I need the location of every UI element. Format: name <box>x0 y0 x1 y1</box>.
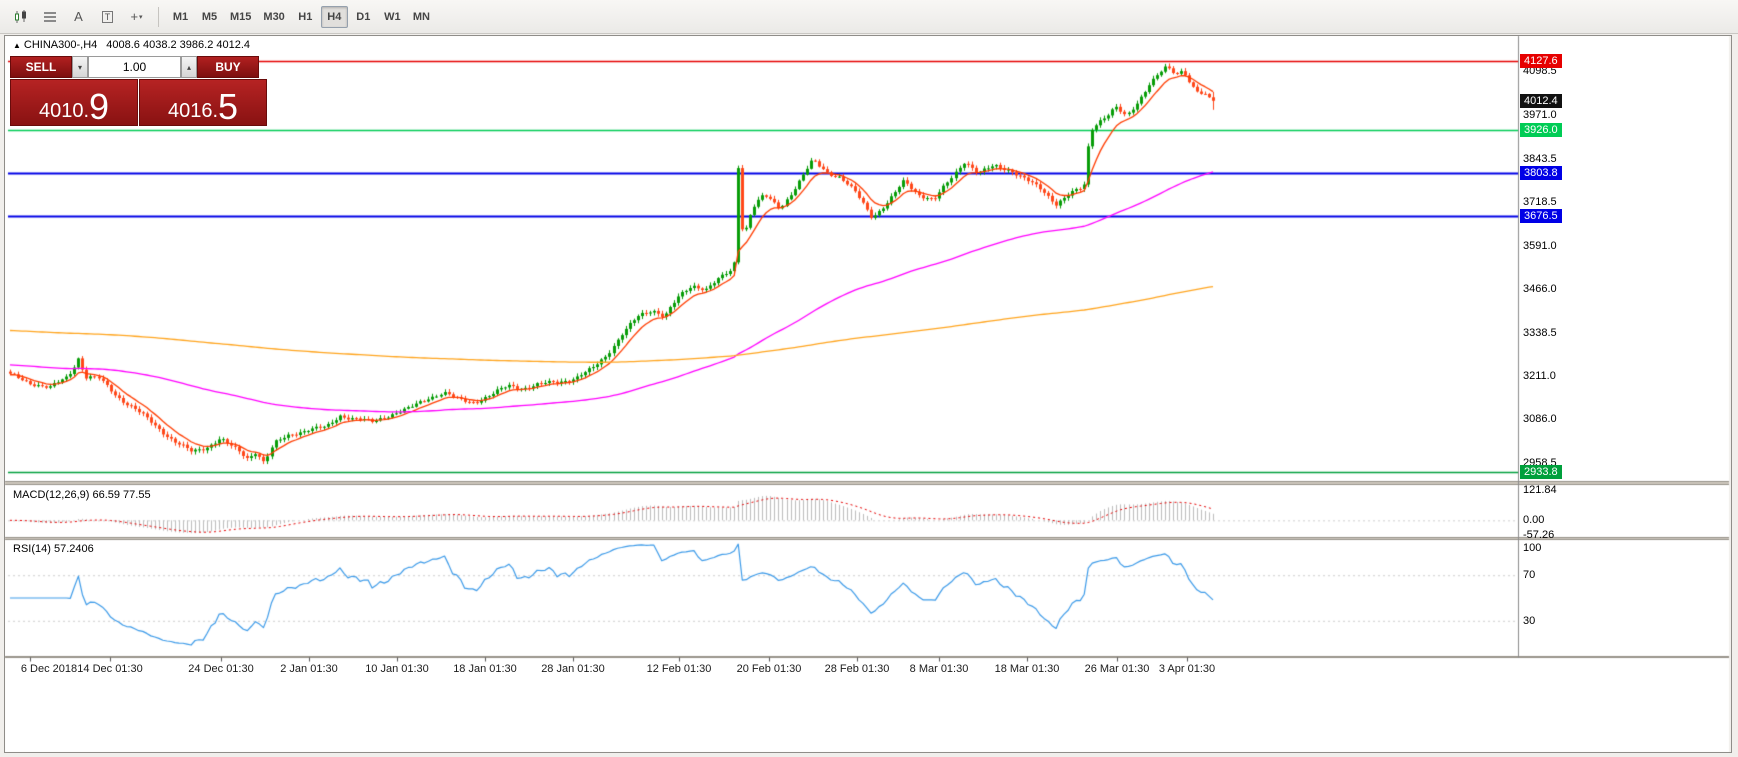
sell-price-button[interactable]: 4010. 9 <box>10 79 138 126</box>
time-axis-label: 20 Feb 01:30 <box>736 663 802 675</box>
price-tick-label: 3338.5 <box>1523 326 1557 339</box>
rsi-scale-tick: 30 <box>1523 614 1536 627</box>
price-tick-label: 3843.5 <box>1523 152 1557 165</box>
text-label-icon[interactable]: A <box>65 5 92 29</box>
toolbar-separator <box>158 6 159 27</box>
chart-header: ▲ CHINA300-,H4 4008.6 4038.2 3986.2 4012… <box>13 39 250 51</box>
trade-panel-top-row: SELL ▾ ▴ BUY <box>10 56 267 78</box>
volume-decrease-button[interactable]: ▾ <box>72 56 88 78</box>
macd-scale-tick: -57.26 <box>1523 529 1555 541</box>
timeframe-H1[interactable]: H1 <box>292 6 319 28</box>
volume-input[interactable] <box>88 56 181 78</box>
price-tick-label: 3718.5 <box>1523 195 1557 208</box>
time-axis-label: 28 Jan 01:30 <box>541 663 605 675</box>
price-tick-label: 3971.0 <box>1523 109 1557 122</box>
time-axis-label: 3 Apr 01:30 <box>1158 663 1216 675</box>
buy-price-button[interactable]: 4016. 5 <box>139 79 267 126</box>
lines-glyph <box>43 11 56 22</box>
timeframe-M15[interactable]: M15 <box>225 6 256 28</box>
timeframe-W1[interactable]: W1 <box>379 6 406 28</box>
timeframe-MN[interactable]: MN <box>408 6 435 28</box>
sell-price-big-digit: 9 <box>89 86 110 128</box>
trade-panel-price-row: 4010. 9 4016. 5 <box>10 79 267 126</box>
top-toolbar: A T + ▾ M1 M5 M15 M30 H1 H4 D1 W1 MN <box>0 0 1738 34</box>
hline-price-badge: 3676.5 <box>1520 209 1562 224</box>
time-axis-label: 26 Mar 01:30 <box>1084 663 1150 675</box>
volume-increase-button[interactable]: ▴ <box>181 56 197 78</box>
crosshair-cursor-icon[interactable]: + ▾ <box>123 5 150 29</box>
rsi-label: RSI(14) 57.2406 <box>13 543 94 555</box>
time-axis-label: 14 Dec 01:30 <box>77 663 143 675</box>
text-box-icon[interactable]: T <box>94 5 121 29</box>
one-click-trade-panel: SELL ▾ ▴ BUY 4010. 9 4016. 5 <box>10 56 267 126</box>
price-tick-label: 4098.5 <box>1523 65 1557 78</box>
candlestick-glyph <box>14 9 26 23</box>
timeframe-H4[interactable]: H4 <box>320 5 348 28</box>
hline-price-badge: 2933.8 <box>1520 464 1562 479</box>
buy-button[interactable]: BUY <box>197 56 259 78</box>
rsi-scale-tick: 100 <box>1523 542 1542 554</box>
macd-label: MACD(12,26,9) 66.59 77.55 <box>13 489 151 501</box>
symbol-period-label: CHINA300-,H4 <box>23 39 98 51</box>
timeframe-toolbar: M1 M5 M15 M30 H1 H4 D1 W1 MN <box>166 5 436 28</box>
price-tick-label: 3591.0 <box>1523 239 1557 252</box>
price-tick-label: 3466.0 <box>1523 282 1557 295</box>
symbol-arrow-icon: ▲ <box>13 40 21 50</box>
time-axis-label: 2 Jan 01:30 <box>280 663 338 675</box>
timeframe-D1[interactable]: D1 <box>350 6 377 28</box>
candlestick-style-icon[interactable] <box>7 5 34 29</box>
macd-scale-tick: 0.00 <box>1523 514 1545 527</box>
time-axis-label: 6 Dec 2018 <box>20 663 78 675</box>
sell-price-main: 4010. <box>38 100 90 122</box>
ohlc-values: 4008.6 4038.2 3986.2 4012.4 <box>106 39 251 51</box>
buy-price-main: 4016. <box>167 100 219 122</box>
time-axis-label: 24 Dec 01:30 <box>188 663 254 675</box>
rsi-scale-tick: 70 <box>1523 569 1536 582</box>
time-axis-label: 12 Feb 01:30 <box>646 663 712 675</box>
boxed-t-glyph: T <box>101 10 114 23</box>
current-price-badge: 4012.4 <box>1520 93 1562 108</box>
time-axis-label: 8 Mar 01:30 <box>909 663 969 675</box>
hline-price-badge: 3926.0 <box>1520 123 1562 138</box>
timeframe-M5[interactable]: M5 <box>196 6 223 28</box>
price-tick-label: 3211.0 <box>1523 370 1556 383</box>
timeframe-M1[interactable]: M1 <box>167 6 194 28</box>
time-axis-label: 18 Jan 01:30 <box>453 663 517 675</box>
timeframe-M30[interactable]: M30 <box>258 6 289 28</box>
hline-price-badge: 3803.8 <box>1520 165 1562 180</box>
sell-button[interactable]: SELL <box>10 56 72 78</box>
time-axis-label: 18 Mar 01:30 <box>994 663 1060 675</box>
time-axis-label: 10 Jan 01:30 <box>365 663 429 675</box>
buy-price-big-digit: 5 <box>218 86 239 128</box>
chevron-down-icon: ▾ <box>139 13 143 21</box>
indicator-lines-icon[interactable] <box>36 5 63 29</box>
time-axis-label: 28 Feb 01:30 <box>824 663 890 675</box>
macd-scale-tick: 121.84 <box>1523 484 1557 496</box>
price-tick-label: 3086.0 <box>1523 413 1557 426</box>
hline-price-badge: 4127.6 <box>1520 54 1562 69</box>
